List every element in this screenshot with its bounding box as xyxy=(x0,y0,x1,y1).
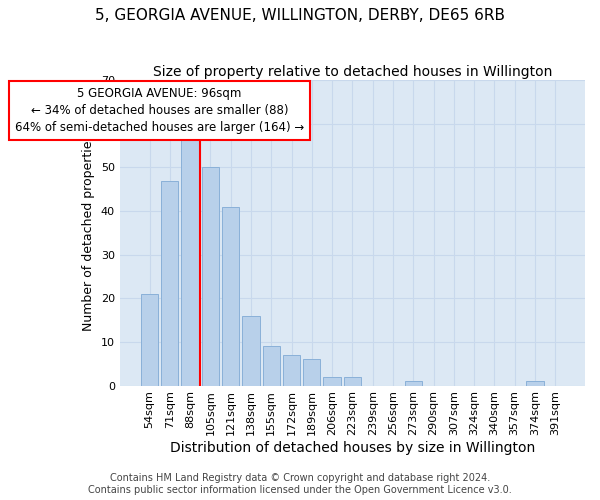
X-axis label: Distribution of detached houses by size in Willington: Distribution of detached houses by size … xyxy=(170,441,535,455)
Bar xyxy=(141,294,158,386)
Bar xyxy=(222,206,239,386)
Title: Size of property relative to detached houses in Willington: Size of property relative to detached ho… xyxy=(152,65,552,79)
Y-axis label: Number of detached properties: Number of detached properties xyxy=(82,134,95,332)
Bar xyxy=(323,377,341,386)
Bar xyxy=(181,137,199,386)
Text: Contains HM Land Registry data © Crown copyright and database right 2024.
Contai: Contains HM Land Registry data © Crown c… xyxy=(88,474,512,495)
Text: 5, GEORGIA AVENUE, WILLINGTON, DERBY, DE65 6RB: 5, GEORGIA AVENUE, WILLINGTON, DERBY, DE… xyxy=(95,8,505,22)
Bar xyxy=(242,316,260,386)
Bar xyxy=(303,360,320,386)
Bar xyxy=(263,346,280,386)
Bar xyxy=(526,381,544,386)
Bar xyxy=(161,180,178,386)
Bar xyxy=(404,381,422,386)
Bar xyxy=(283,355,300,386)
Bar xyxy=(344,377,361,386)
Bar xyxy=(202,168,219,386)
Text: 5 GEORGIA AVENUE: 96sqm
← 34% of detached houses are smaller (88)
64% of semi-de: 5 GEORGIA AVENUE: 96sqm ← 34% of detache… xyxy=(15,86,304,134)
